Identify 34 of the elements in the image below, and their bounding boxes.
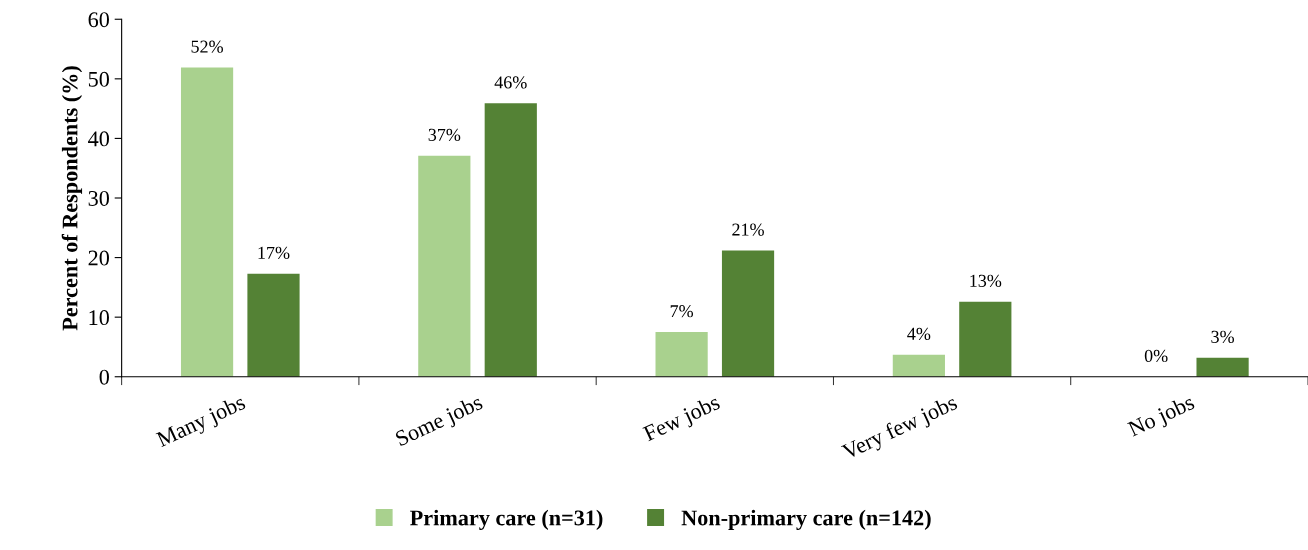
- data-label: 0%: [1144, 349, 1168, 363]
- data-label: 17%: [258, 246, 290, 259]
- bar: [418, 155, 471, 377]
- y-axis-title: Percent of Respondents (%): [61, 66, 83, 331]
- y-tick-label: 20: [88, 250, 109, 266]
- bar: [180, 67, 234, 377]
- bar: [484, 103, 537, 377]
- legend-label: Non-primary care (n=142): [681, 509, 931, 530]
- y-tick-label: 40: [88, 131, 109, 147]
- y-tick-label: 50: [88, 71, 109, 87]
- data-label: 7%: [670, 305, 694, 318]
- data-label: 52%: [191, 40, 223, 53]
- data-label: 3%: [1211, 330, 1234, 343]
- bar: [721, 250, 775, 377]
- data-label: 46%: [494, 76, 527, 89]
- legend-label: Primary care (n=31): [410, 509, 603, 530]
- data-label: 13%: [970, 274, 1002, 287]
- x-tick-label: Many jobs: [155, 393, 249, 452]
- bar: [247, 273, 300, 377]
- bar: [959, 301, 1012, 377]
- x-tick-label: No jobs: [1126, 393, 1198, 441]
- x-tick-label: Some jobs: [394, 393, 486, 451]
- x-tick-label: Very few jobs: [840, 393, 960, 464]
- y-tick-label: 10: [89, 310, 109, 326]
- bar: [892, 354, 945, 377]
- y-tick-label: 0: [99, 369, 109, 385]
- y-tick-label: 60: [88, 12, 109, 28]
- bar: [1196, 357, 1249, 377]
- bar: [655, 332, 708, 377]
- data-label: 37%: [428, 128, 461, 141]
- data-label: 21%: [732, 223, 764, 236]
- y-tick-label: 30: [88, 190, 109, 206]
- x-tick-label: Few jobs: [642, 393, 723, 446]
- data-label: 4%: [907, 327, 931, 340]
